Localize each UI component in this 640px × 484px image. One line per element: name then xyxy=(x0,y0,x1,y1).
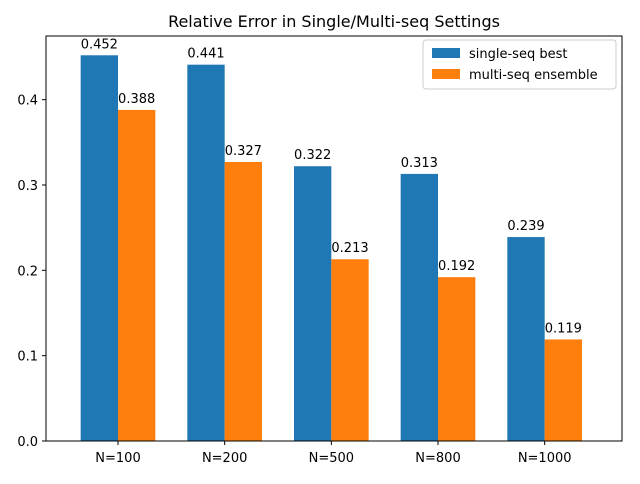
y-tick-label: 0.4 xyxy=(17,94,38,109)
axes-layer: 0.0 0.1 0.2 0.3 0.4 N=100 N=200 N=500 N=800 N=100… xyxy=(17,35,623,466)
data-label: 0.327 xyxy=(225,144,262,159)
bar-single-seq xyxy=(187,64,225,441)
data-label: 0.452 xyxy=(81,37,118,52)
data-label: 0.213 xyxy=(331,241,368,256)
y-tick-label: 0.2 xyxy=(17,264,38,279)
chart-title: Relative Error in Single/Multi-seq Setti… xyxy=(168,12,500,31)
data-label: 0.192 xyxy=(438,259,475,274)
bar-multi-seq xyxy=(224,161,262,442)
data-labels-layer: 0.452 0.441 0.322 0.313 0.239 0.388 0.327 0.213… xyxy=(81,37,582,336)
data-label: 0.388 xyxy=(118,92,155,107)
y-tick-label: 0.0 xyxy=(17,435,38,450)
legend-box xyxy=(422,39,617,90)
data-label: 0.441 xyxy=(187,47,224,62)
x-tick-label: N=1000 xyxy=(518,451,572,466)
legend-swatch xyxy=(432,48,460,58)
bar-single-seq xyxy=(80,55,118,442)
bar-single-seq xyxy=(400,173,438,441)
data-label: 0.322 xyxy=(294,148,331,163)
y-tick-label: 0.1 xyxy=(17,350,38,365)
bars-layer xyxy=(80,55,582,442)
legend-swatch xyxy=(432,69,460,79)
x-tick-label: N=800 xyxy=(415,451,460,466)
data-label: 0.239 xyxy=(507,219,544,234)
data-label: 0.313 xyxy=(401,156,438,171)
bar-multi-seq xyxy=(438,277,476,441)
x-tick-label: N=200 xyxy=(202,451,247,466)
bar-multi-seq xyxy=(544,339,582,441)
x-tick-label: N=500 xyxy=(309,451,354,466)
legend-label: single-seq best xyxy=(469,47,567,62)
legend: single-seq best multi-seq ensemble xyxy=(422,39,617,90)
data-label: 0.119 xyxy=(545,321,582,336)
plot-frame xyxy=(45,35,623,442)
bar-single-seq xyxy=(507,237,545,441)
y-tick-label: 0.3 xyxy=(17,179,38,194)
bar-multi-seq xyxy=(118,109,156,442)
bar-multi-seq xyxy=(331,259,369,441)
x-tick-label: N=100 xyxy=(95,451,140,466)
bar-single-seq xyxy=(294,166,332,441)
legend-label: multi-seq ensemble xyxy=(469,68,598,83)
